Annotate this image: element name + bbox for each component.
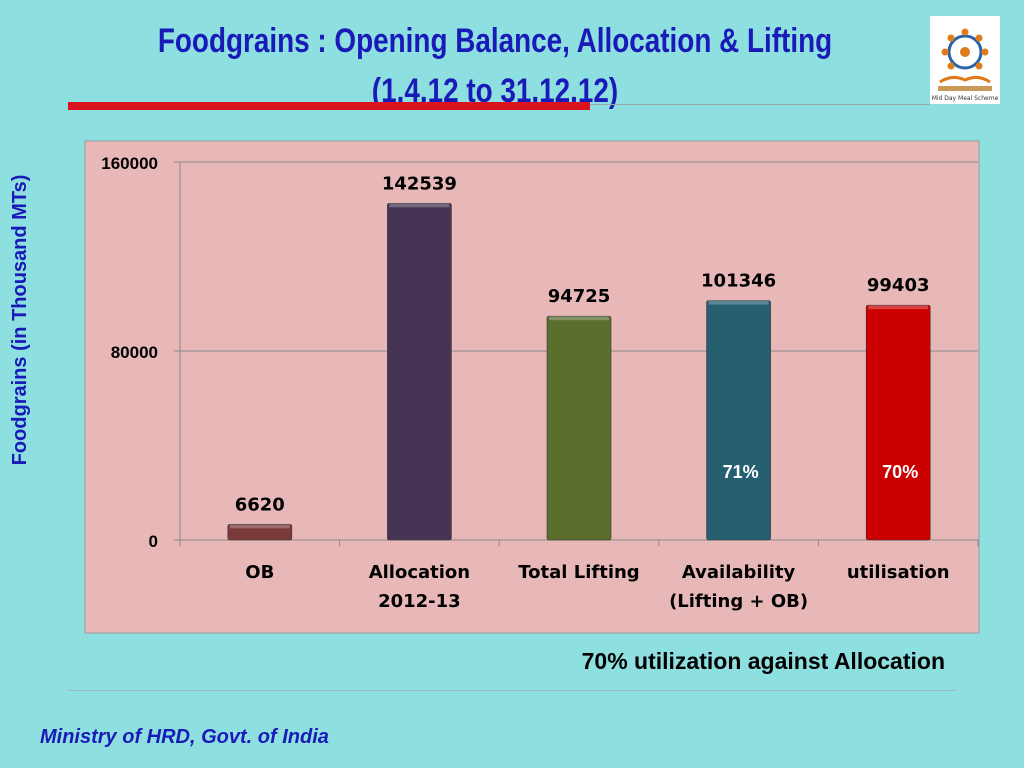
y-tick-label: 160000	[101, 154, 158, 173]
title-underline	[68, 102, 590, 110]
x-tick-label: Availability	[682, 562, 796, 583]
x-tick-label: 2012-13	[378, 591, 461, 612]
bar	[227, 524, 293, 541]
chart-svg: 0 80000 160000 6620 OB 142539 Allocation 2012-1…	[84, 140, 980, 634]
bar	[706, 300, 771, 541]
bar-highlight	[549, 316, 609, 321]
bar	[387, 202, 452, 541]
x-tick-label: OB	[245, 562, 274, 583]
x-tick-label: Allocation	[369, 562, 470, 583]
title-line-1: Foodgrains : Opening Balance, Allocation…	[157, 22, 833, 60]
logo-graphic: Mid Day Meal Scheme	[932, 28, 999, 102]
data-label: 101346	[701, 271, 776, 292]
data-label: 6620	[235, 494, 285, 515]
logo-text-band	[938, 86, 992, 91]
logo-people-ring	[941, 28, 989, 70]
bar-highlight	[389, 203, 450, 208]
y-axis-label: Foodgrains (in Thousand MTs)	[9, 174, 31, 466]
x-tick-label: Total Lifting	[518, 562, 639, 583]
footer-divider	[68, 690, 956, 691]
logo-caption: Mid Day Meal Scheme	[932, 95, 999, 102]
plot-background	[84, 140, 980, 634]
bar	[546, 315, 612, 541]
footer-ministry: Ministry of HRD, Govt. of India	[40, 726, 329, 748]
mdm-logo: Mid Day Meal Scheme	[930, 16, 1000, 104]
data-label: 142539	[382, 173, 457, 194]
bar-chart: 0 80000 160000 6620 OB 142539 Allocation 2012-1…	[84, 140, 980, 639]
logo-book	[939, 75, 991, 84]
x-tick-label: utilisation	[847, 562, 950, 583]
bar	[865, 304, 931, 541]
y-tick-label: 0	[149, 532, 158, 551]
utilization-note: 70% utilization against Allocation	[581, 648, 945, 674]
bar-highlight	[229, 524, 290, 529]
bar-percent-label: 71%	[723, 462, 759, 482]
data-label: 94725	[548, 286, 611, 307]
bar-percent-label: 70%	[882, 462, 918, 482]
bar-highlight	[868, 305, 929, 310]
x-tick-label: (Lifting + OB)	[669, 591, 808, 612]
slide-title: Foodgrains : Opening Balance, Allocation…	[138, 16, 851, 116]
title-divider	[590, 104, 930, 105]
y-tick-label: 80000	[111, 343, 158, 362]
bar-highlight	[708, 300, 769, 305]
data-label: 99403	[867, 275, 930, 296]
